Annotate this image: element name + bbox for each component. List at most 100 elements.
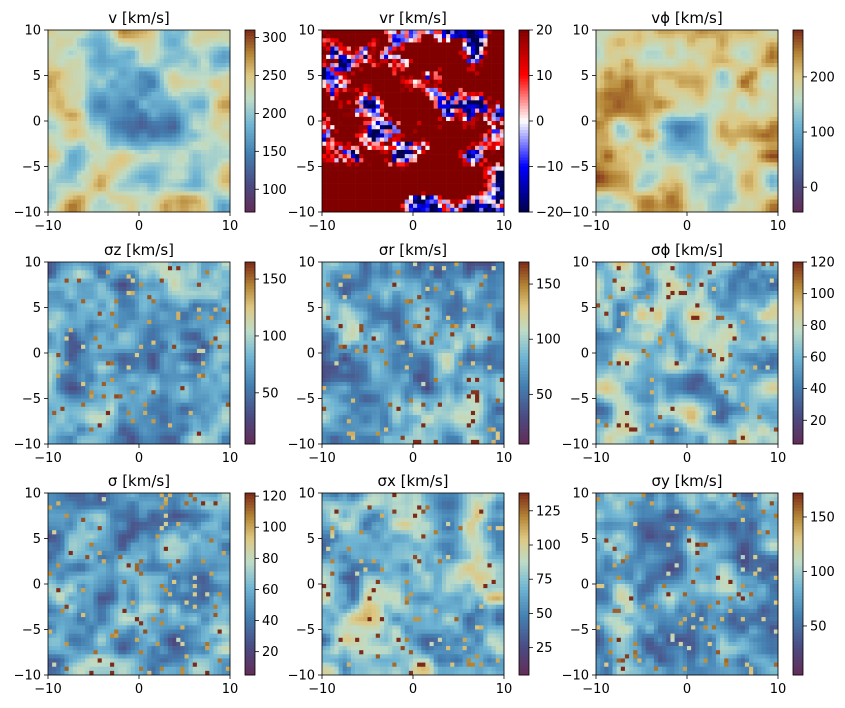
heatmap-cell (421, 67, 426, 72)
heatmap-cell (201, 195, 206, 200)
heatmap-cell (483, 207, 488, 213)
heatmap-cell (147, 100, 152, 105)
heatmap-cell (417, 79, 422, 85)
heatmap-cell (491, 87, 497, 93)
heatmap-cell (105, 87, 111, 93)
heatmap-cell (596, 174, 601, 180)
heatmap-cell (653, 54, 659, 60)
heatmap-cell (213, 187, 218, 192)
heatmap-cell (56, 63, 61, 68)
heatmap-cell (350, 149, 356, 155)
heatmap-cell (392, 183, 397, 188)
heatmap-cell (604, 187, 609, 192)
heatmap-cell (122, 129, 127, 134)
heatmap-cell (221, 199, 227, 205)
heatmap-cell (666, 199, 671, 205)
heatmap-cell (633, 149, 638, 155)
heatmap-cell (201, 174, 206, 180)
heatmap-cell (334, 145, 339, 151)
heatmap-cell (491, 174, 497, 180)
heatmap-cell (450, 195, 455, 200)
heatmap-cell (188, 129, 194, 134)
heatmap-cell (441, 75, 447, 80)
heatmap-cell (466, 75, 472, 80)
heatmap-cell (167, 54, 173, 60)
heatmap-cell (662, 166, 667, 171)
heatmap-cell (417, 121, 422, 126)
heatmap-cell (408, 104, 414, 109)
heatmap-cell (72, 141, 78, 147)
heatmap-cell (413, 141, 418, 147)
heatmap-cell (93, 67, 98, 72)
heatmap-cell (225, 54, 231, 60)
heatmap-cell (221, 183, 227, 188)
heatmap-cell (68, 141, 74, 147)
heatmap-cell (400, 187, 406, 192)
heatmap-cell (616, 203, 622, 209)
heatmap-cell (188, 195, 194, 200)
heatmap-cell (167, 199, 173, 205)
heatmap-cell (633, 71, 638, 76)
heatmap-cell (483, 112, 488, 118)
heatmap-cell (653, 158, 659, 163)
heatmap-cell (633, 174, 638, 180)
heatmap-cell (421, 203, 426, 209)
heatmap-cell (217, 34, 223, 39)
heatmap-cell (105, 133, 111, 138)
heatmap-cell (462, 100, 468, 105)
colorbar-segment (519, 208, 529, 213)
heatmap-cell (322, 129, 327, 134)
heatmap-cell (201, 121, 206, 126)
heatmap-cell (678, 191, 684, 196)
heatmap-cell (666, 83, 671, 89)
heatmap-cell (620, 125, 626, 130)
heatmap-cell (172, 100, 177, 105)
heatmap-cell (85, 38, 90, 43)
heatmap-cell (645, 38, 651, 43)
heatmap-cell (147, 178, 152, 184)
heatmap-cell (384, 54, 389, 60)
heatmap-cell (172, 191, 177, 196)
heatmap-cell (375, 42, 381, 47)
heatmap-cell (213, 121, 218, 126)
heatmap-cell (143, 203, 148, 209)
heatmap-cell (201, 162, 206, 167)
colorbar-segment (245, 190, 255, 195)
heatmap-cell (101, 195, 107, 200)
heatmap-cell (184, 79, 189, 85)
heatmap-cell (201, 54, 206, 60)
heatmap-cell (666, 46, 671, 51)
heatmap-cell (408, 42, 414, 47)
heatmap-cell (616, 38, 622, 43)
heatmap-cell (326, 67, 331, 72)
heatmap-cell (417, 100, 422, 105)
heatmap-cell (495, 67, 501, 72)
heatmap-cell (678, 67, 684, 72)
heatmap-cell (483, 187, 488, 192)
heatmap-cell (475, 46, 480, 51)
heatmap-cell (421, 149, 426, 155)
heatmap-cell (466, 195, 472, 200)
heatmap-cell (85, 58, 90, 64)
heatmap-cell (163, 149, 169, 155)
heatmap-cell (213, 207, 218, 213)
heatmap-cell (363, 58, 368, 64)
heatmap-cell (72, 137, 78, 142)
heatmap-cell (89, 141, 94, 147)
heatmap-cell (649, 104, 655, 109)
heatmap-cell (52, 54, 57, 60)
heatmap-cell (649, 87, 655, 93)
heatmap-cell (454, 54, 459, 60)
heatmap-cell (118, 104, 123, 109)
heatmap-cell (433, 75, 439, 80)
heatmap-cell (213, 58, 218, 64)
heatmap-cell (413, 58, 418, 64)
heatmap-cell (139, 87, 144, 93)
heatmap-cell (130, 30, 136, 35)
heatmap-cell (629, 137, 634, 142)
heatmap-cell (192, 178, 198, 184)
heatmap-cell (126, 174, 132, 180)
heatmap-cell (213, 50, 218, 56)
heatmap-cell (596, 145, 601, 151)
heatmap-cell (479, 87, 484, 93)
